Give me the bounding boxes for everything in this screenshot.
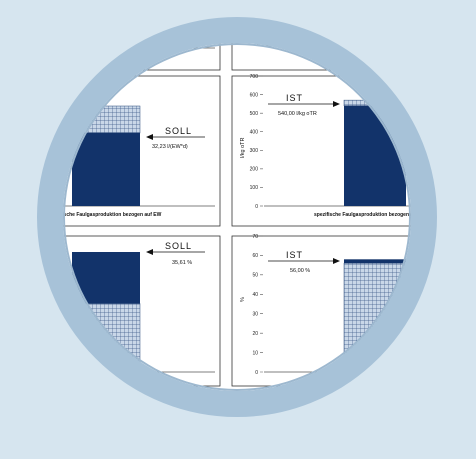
- bar-segment-solid: [72, 133, 140, 206]
- marker-label: IST: [286, 407, 303, 417]
- ist-marker: IST 540,00 l/kg oTR: [268, 93, 340, 117]
- tick-label: 50: [252, 273, 258, 279]
- y-axis-label: %: [240, 297, 246, 302]
- tick-label: 14: [252, 418, 258, 424]
- tick-label: 10: [252, 350, 258, 356]
- caption: Eigenversorgungsgrad mit elektr...: [316, 378, 399, 384]
- y-axis-ticks: 700 600 500 400 300 200 100 0: [250, 74, 263, 210]
- bar-segment-solid: [344, 105, 406, 206]
- bar-segment-solid: [72, 252, 140, 304]
- soll-marker: SOLL 32,23 l/(EW*d): [146, 126, 205, 150]
- tick-label: 15: [252, 407, 258, 413]
- marker-label: IST: [286, 250, 303, 260]
- marker-label: IST: [286, 93, 303, 103]
- tick-label: 200: [250, 167, 259, 173]
- marker-value: 35,61 %: [172, 260, 192, 266]
- tick-label: 0: [255, 204, 258, 210]
- marker-value: 32,23 l/(EW*d): [152, 144, 188, 150]
- bar-segment-solid: [344, 259, 406, 264]
- panel-middle-right: 700 600 500 400 300 200 100 0 l/kg oTR IST 540,…: [231, 74, 429, 227]
- marker-value: 540,00 l/kg oTR: [278, 111, 317, 117]
- tick-label: 30: [252, 312, 258, 318]
- bar-segment-hatched: [71, 303, 141, 373]
- bar-segment-hatched: [71, 105, 141, 134]
- marker-label: SO: [432, 244, 447, 254]
- marker-value: 56,3...: [424, 266, 440, 272]
- ist-marker-partial: [50, 295, 66, 301]
- tick-label: 100: [250, 185, 259, 191]
- y-axis-label: l/kg oTR: [240, 137, 246, 158]
- tick-label: 500: [250, 111, 259, 117]
- caption: spezifische...: [318, 53, 350, 59]
- tick-label: 16: [252, 396, 258, 402]
- caption: Eigenverwendung in Elektrizität: [72, 378, 148, 384]
- tick-label: 400: [250, 130, 259, 136]
- caption: ...nach: [128, 54, 144, 60]
- marker-value: 56,00 %: [290, 268, 310, 274]
- caption: spezifische Faulgasproduktion bezogen au…: [48, 212, 162, 218]
- tick-label: 2: [257, 29, 260, 35]
- tick-label: 60: [252, 253, 258, 259]
- y-axis-ticks: 70 60 50 40 30 20 10 0: [252, 234, 263, 376]
- tick-label: 600: [250, 92, 259, 98]
- bar-segment-hatched: [343, 99, 407, 106]
- caption: spezifische Faulgasproduktion bezogen au…: [314, 212, 429, 218]
- panel-bottom-partial-right: 16 15 14 13 12 IST 15,00 kWh/(EW*a): [231, 393, 424, 446]
- y-axis-ticks: 16 15 14 13 12: [252, 396, 263, 446]
- ist-marker: IST 15,00 kWh/(EW*a): [268, 407, 336, 431]
- panel-middle-left: SOLL 32,23 l/(EW*d) spezifische Faulgasp…: [48, 75, 221, 227]
- tick-label: 700: [250, 74, 259, 80]
- panel-bottom-partial-left: [50, 393, 221, 404]
- tick-label: 12: [252, 440, 258, 446]
- bar-segment-hatched: [343, 262, 407, 373]
- soll-marker: SOLL 35,61 %: [146, 241, 205, 266]
- tick-label: 0: [257, 42, 260, 48]
- marker-label: SOLL: [165, 126, 192, 136]
- tick-label: 20: [252, 331, 258, 337]
- ist-marker: IST 56,00 %: [268, 250, 340, 274]
- tick-label: 0: [255, 370, 258, 376]
- tick-label: 300: [250, 148, 259, 154]
- tick-label: 13: [252, 429, 258, 435]
- marker-value: 15,00 kWh/(EW*a): [284, 425, 330, 431]
- tick-label: 40: [252, 292, 258, 298]
- tick-label: 70: [252, 234, 258, 240]
- marker-label: SOLL: [165, 241, 192, 251]
